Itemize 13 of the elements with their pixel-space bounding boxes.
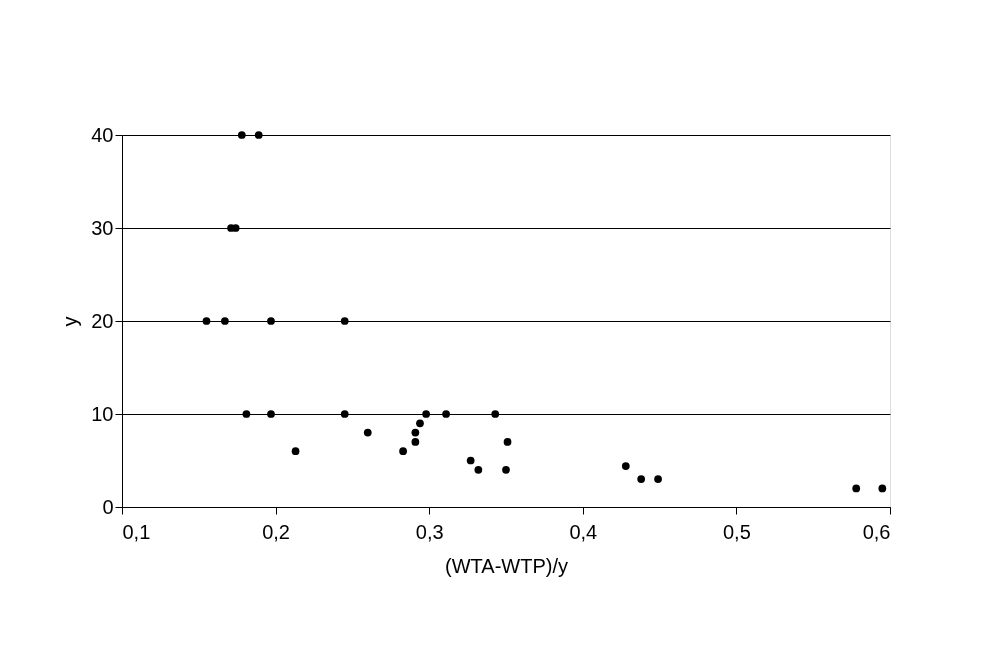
y-tick-label: 20 (91, 309, 114, 332)
y-tick-label: 0 (102, 495, 114, 518)
y-tick-label: 40 (91, 123, 114, 146)
y-tick-label: 30 (91, 216, 114, 239)
x-tick-label: 0,3 (415, 520, 444, 543)
x-tick-label: 0,6 (862, 520, 891, 543)
y-tick-label: 10 (91, 402, 114, 425)
x-axis-title: (WTA-WTP)/y (445, 554, 568, 577)
x-tick-label: 0,1 (122, 520, 151, 543)
x-tick-label: 0,2 (262, 520, 291, 543)
x-tick-label: 0,4 (569, 520, 598, 543)
x-tick-label: 0,5 (722, 520, 751, 543)
y-axis-title: y (59, 316, 82, 327)
